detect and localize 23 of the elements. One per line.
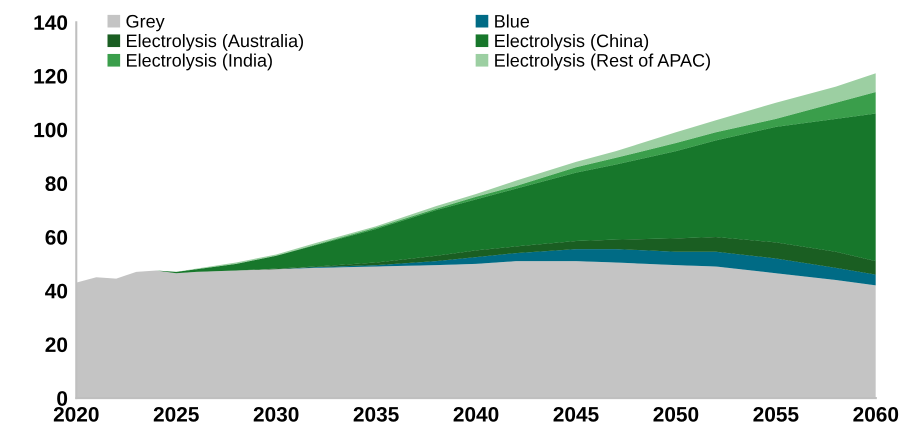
y-tick-label: 80 (45, 176, 68, 192)
x-tick-label: 2030 (254, 406, 298, 422)
y-tick-label: 40 (45, 284, 68, 298)
x-tick-label: 2020 (54, 406, 99, 422)
y-tick-label: 140 (34, 15, 68, 30)
legend-label: Electrolysis (India) (127, 54, 272, 70)
x-tick-label: 2040 (454, 406, 498, 422)
y-tick-label: 20 (45, 337, 68, 352)
legend-label: Blue (495, 14, 530, 28)
legend-label: Electrolysis (Rest of APAC) (495, 54, 710, 70)
y-tick-label: 0 (57, 391, 68, 406)
x-tick-label: 2050 (653, 406, 698, 422)
legend-label: Electrolysis (Australia) (127, 34, 304, 51)
x-tick-label: 2035 (354, 406, 399, 422)
x-tick-label: 2055 (753, 406, 798, 422)
y-tick-label: 60 (46, 230, 68, 245)
x-tick-label: 2025 (154, 406, 199, 422)
x-tick-label: 2060 (853, 406, 898, 422)
y-tick-label: 100 (34, 122, 68, 138)
legend-label: Electrolysis (China) (495, 34, 648, 51)
legend-label: Grey (126, 14, 165, 32)
x-tick-label: 2045 (554, 406, 599, 422)
y-tick-label: 120 (34, 68, 68, 84)
